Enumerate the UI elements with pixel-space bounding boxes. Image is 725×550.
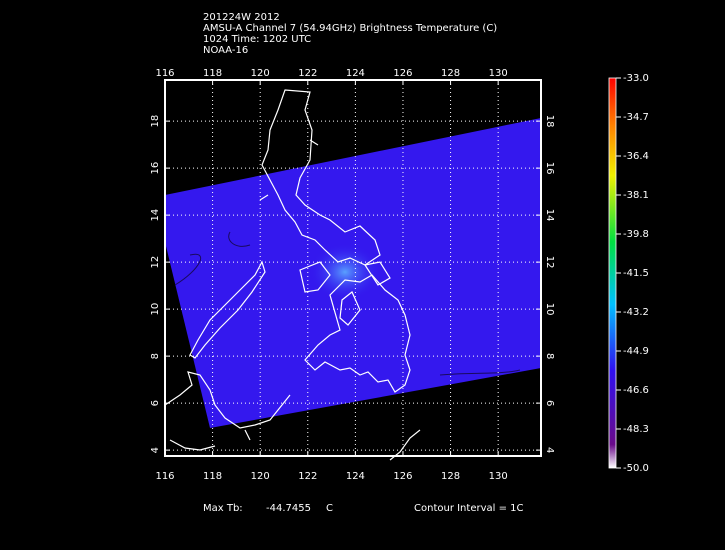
axes: 1161161181181201201221221241241261261281… xyxy=(150,68,555,482)
lon-label: 118 xyxy=(203,68,222,79)
lat-label: 8 xyxy=(150,353,161,359)
lon-label: 130 xyxy=(489,471,508,482)
lon-label: 124 xyxy=(346,471,365,482)
swath xyxy=(165,118,541,428)
lon-label: 124 xyxy=(346,68,365,79)
lon-label: 122 xyxy=(298,471,317,482)
coastline xyxy=(164,89,421,461)
lon-label: 120 xyxy=(251,68,270,79)
lon-label: 126 xyxy=(393,471,412,482)
lat-label: 14 xyxy=(544,209,555,222)
colorbar-label: -48.3 xyxy=(623,424,649,435)
lat-label: 18 xyxy=(544,115,555,128)
lon-label: 122 xyxy=(298,68,317,79)
colorbar-label: -44.9 xyxy=(623,346,649,357)
max-unit: C xyxy=(326,503,333,514)
lon-label: 128 xyxy=(441,68,460,79)
colorbar-label: -46.6 xyxy=(623,385,649,396)
lat-label: 10 xyxy=(150,303,161,316)
mindanao xyxy=(304,274,411,393)
colorbar-label: -33.0 xyxy=(623,73,649,84)
lat-label: 12 xyxy=(150,256,161,269)
lat-label: 18 xyxy=(150,115,161,128)
lon-label: 130 xyxy=(489,68,508,79)
colorbar-label: -39.8 xyxy=(623,229,649,240)
contour-interval: Contour Interval = 1C xyxy=(414,503,524,514)
header-line: 1024 Time: 1202 UTC xyxy=(203,34,311,45)
lat-label: 10 xyxy=(544,303,555,316)
lon-label: 116 xyxy=(155,68,174,79)
lat-label: 16 xyxy=(150,162,161,175)
colorbar-label: -50.0 xyxy=(623,463,649,474)
header-line: AMSU-A Channel 7 (54.94GHz) Brightness T… xyxy=(203,23,497,34)
colorbar-label: -34.7 xyxy=(623,112,649,123)
colorbar-ticks: -33.0 -34.7 -36.4 -38.1 -39.8 -41.5 -43.2 -44.9… xyxy=(616,73,649,474)
header-line: 201224W 2012 xyxy=(203,12,280,23)
lon-label: 128 xyxy=(441,471,460,482)
lon-label: 120 xyxy=(251,471,270,482)
lon-label: 126 xyxy=(393,68,412,79)
max-label: Max Tb: xyxy=(203,503,243,514)
max-value: -44.7455 xyxy=(266,503,311,514)
colorbar-label: -36.4 xyxy=(623,151,649,162)
colorbar-label: -41.5 xyxy=(623,268,649,279)
lat-label: 16 xyxy=(544,162,555,175)
colorbar xyxy=(608,77,617,469)
lat-label: 6 xyxy=(150,400,161,406)
borneo xyxy=(164,371,291,451)
lat-label: 14 xyxy=(150,209,161,222)
lon-label: 118 xyxy=(203,471,222,482)
lat-label: 12 xyxy=(544,256,555,269)
palawan xyxy=(189,260,266,359)
map-frame xyxy=(164,79,542,457)
lon-label: 116 xyxy=(155,471,174,482)
visayas xyxy=(299,261,391,326)
warm-area xyxy=(310,244,380,300)
colorbar-label: -38.1 xyxy=(623,190,649,201)
header-line: NOAA-16 xyxy=(203,45,248,56)
lat-label: 4 xyxy=(150,447,161,453)
lat-label: 4 xyxy=(544,447,555,453)
lat-label: 8 xyxy=(544,353,555,359)
colorbar-label: -43.2 xyxy=(623,307,649,318)
contour xyxy=(174,231,521,376)
lat-label: 6 xyxy=(544,400,555,406)
